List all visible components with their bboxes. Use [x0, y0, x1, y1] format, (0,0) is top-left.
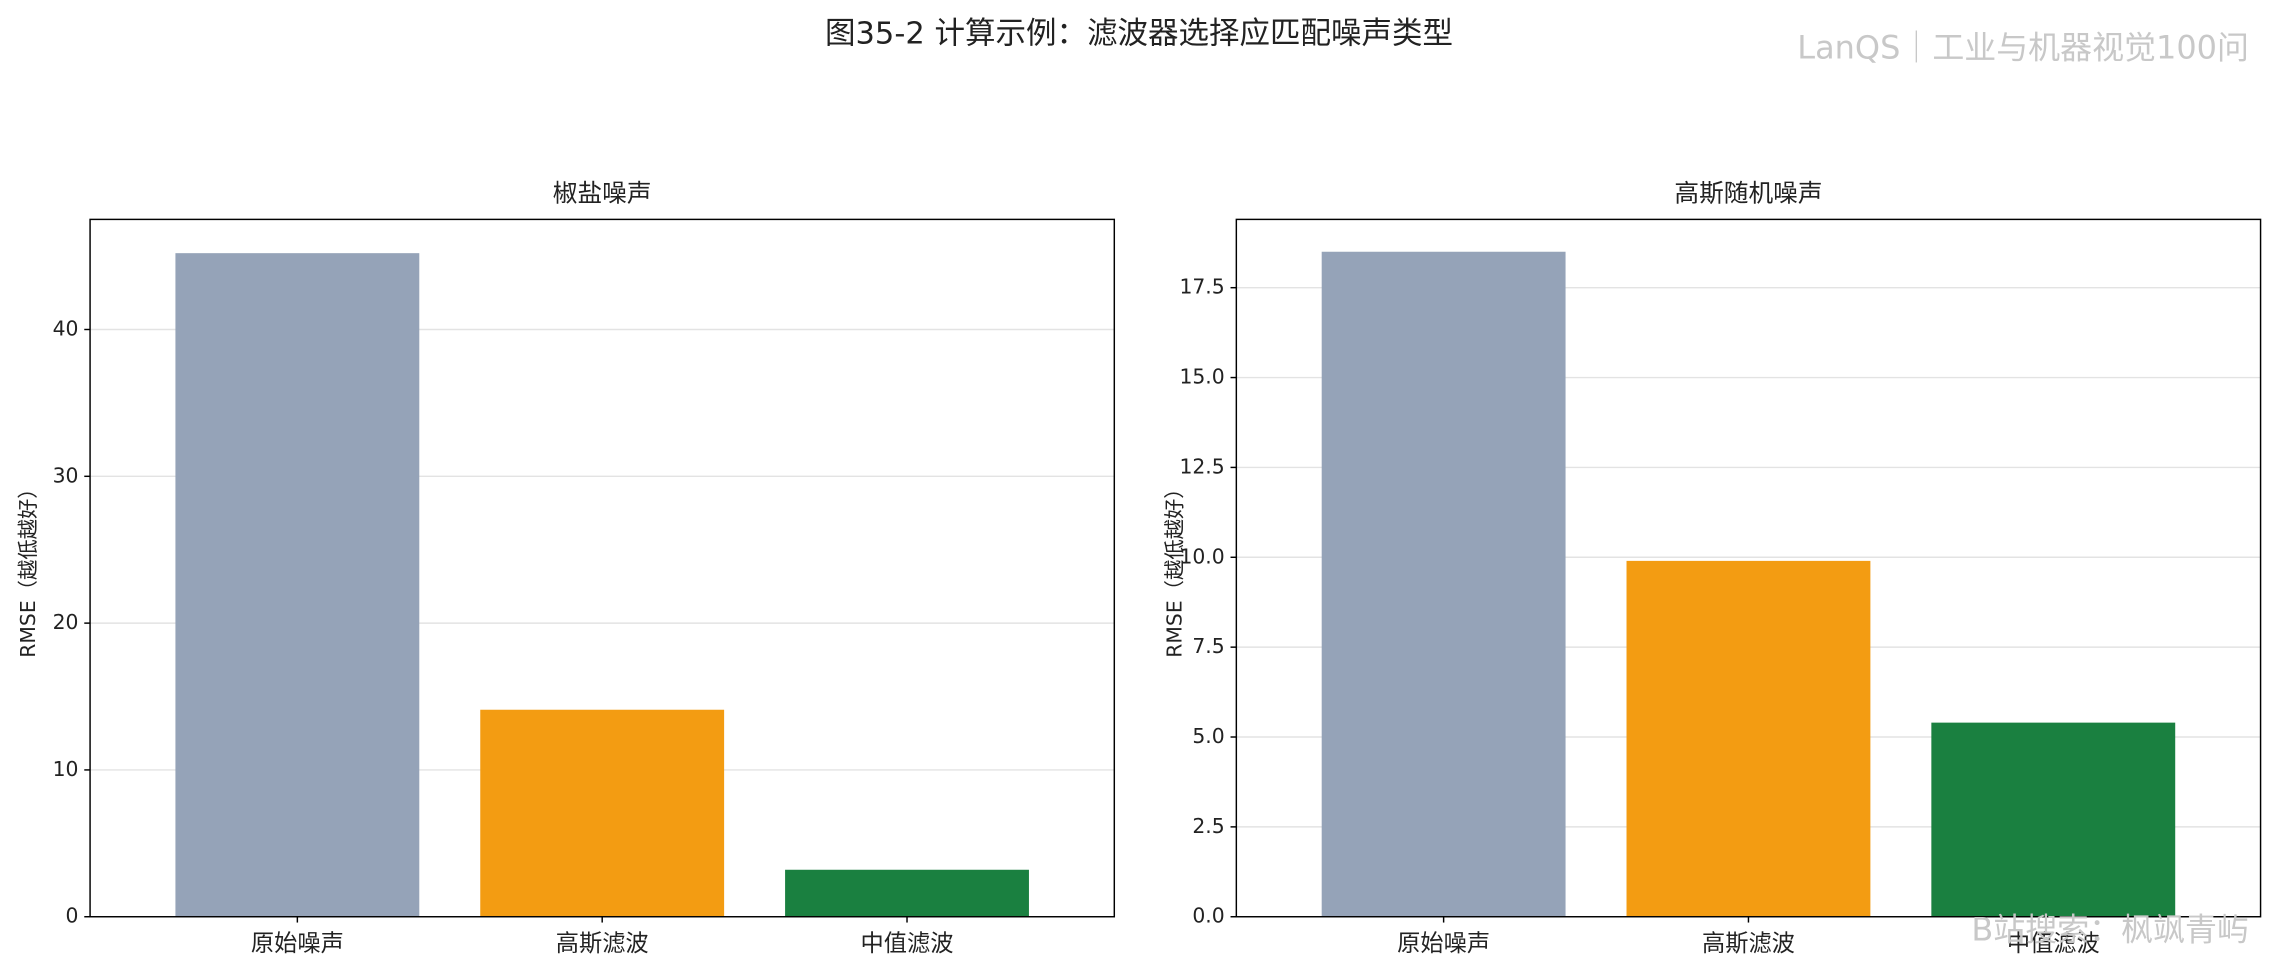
- y-tick-label: 2.5: [1192, 814, 1224, 838]
- watermark: LanQS｜工业与机器视觉100问: [1797, 28, 2249, 66]
- y-tick-label: 10: [53, 757, 79, 781]
- subplot-title: 高斯随机噪声: [1674, 179, 1822, 208]
- x-tick-label: 原始噪声: [251, 930, 344, 957]
- y-tick-label: 5.0: [1192, 724, 1224, 748]
- x-tick-label: 原始噪声: [1397, 930, 1490, 957]
- bar: [1626, 560, 1871, 917]
- watermark: B站搜索：枫飒青屿: [1971, 910, 2249, 948]
- bar: [1321, 251, 1566, 917]
- bar: [175, 253, 420, 917]
- y-tick-label: 12.5: [1179, 454, 1224, 478]
- x-tick-label: 中值滤波: [861, 930, 954, 957]
- y-tick-label: 15.0: [1179, 365, 1224, 389]
- axes-frame: [1235, 218, 2262, 918]
- figure-title: 图35-2 计算示例：滤波器选择应匹配噪声类型: [825, 16, 1453, 51]
- y-tick-label: 0: [66, 904, 79, 928]
- subplot-title: 椒盐噪声: [553, 179, 652, 208]
- bar: [480, 709, 725, 917]
- y-tick-label: 30: [53, 463, 79, 487]
- x-tick-label: 中值滤波: [2007, 930, 2100, 957]
- axes-frame: [89, 218, 1116, 918]
- bar: [1931, 722, 2176, 917]
- y-tick-label: 7.5: [1192, 634, 1224, 658]
- y-axis-label: RMSE（越低越好）: [1162, 478, 1186, 657]
- x-tick-label: 高斯滤波: [1702, 930, 1795, 957]
- y-tick-label: 10.0: [1179, 544, 1224, 568]
- y-tick-label: 17.5: [1179, 275, 1224, 299]
- bar: [785, 869, 1029, 917]
- y-tick-label: 40: [53, 317, 79, 341]
- x-tick-label: 高斯滤波: [556, 930, 649, 957]
- y-tick-label: 0.0: [1192, 904, 1224, 928]
- y-axis-label: RMSE（越低越好）: [16, 478, 40, 657]
- y-tick-label: 20: [53, 610, 79, 634]
